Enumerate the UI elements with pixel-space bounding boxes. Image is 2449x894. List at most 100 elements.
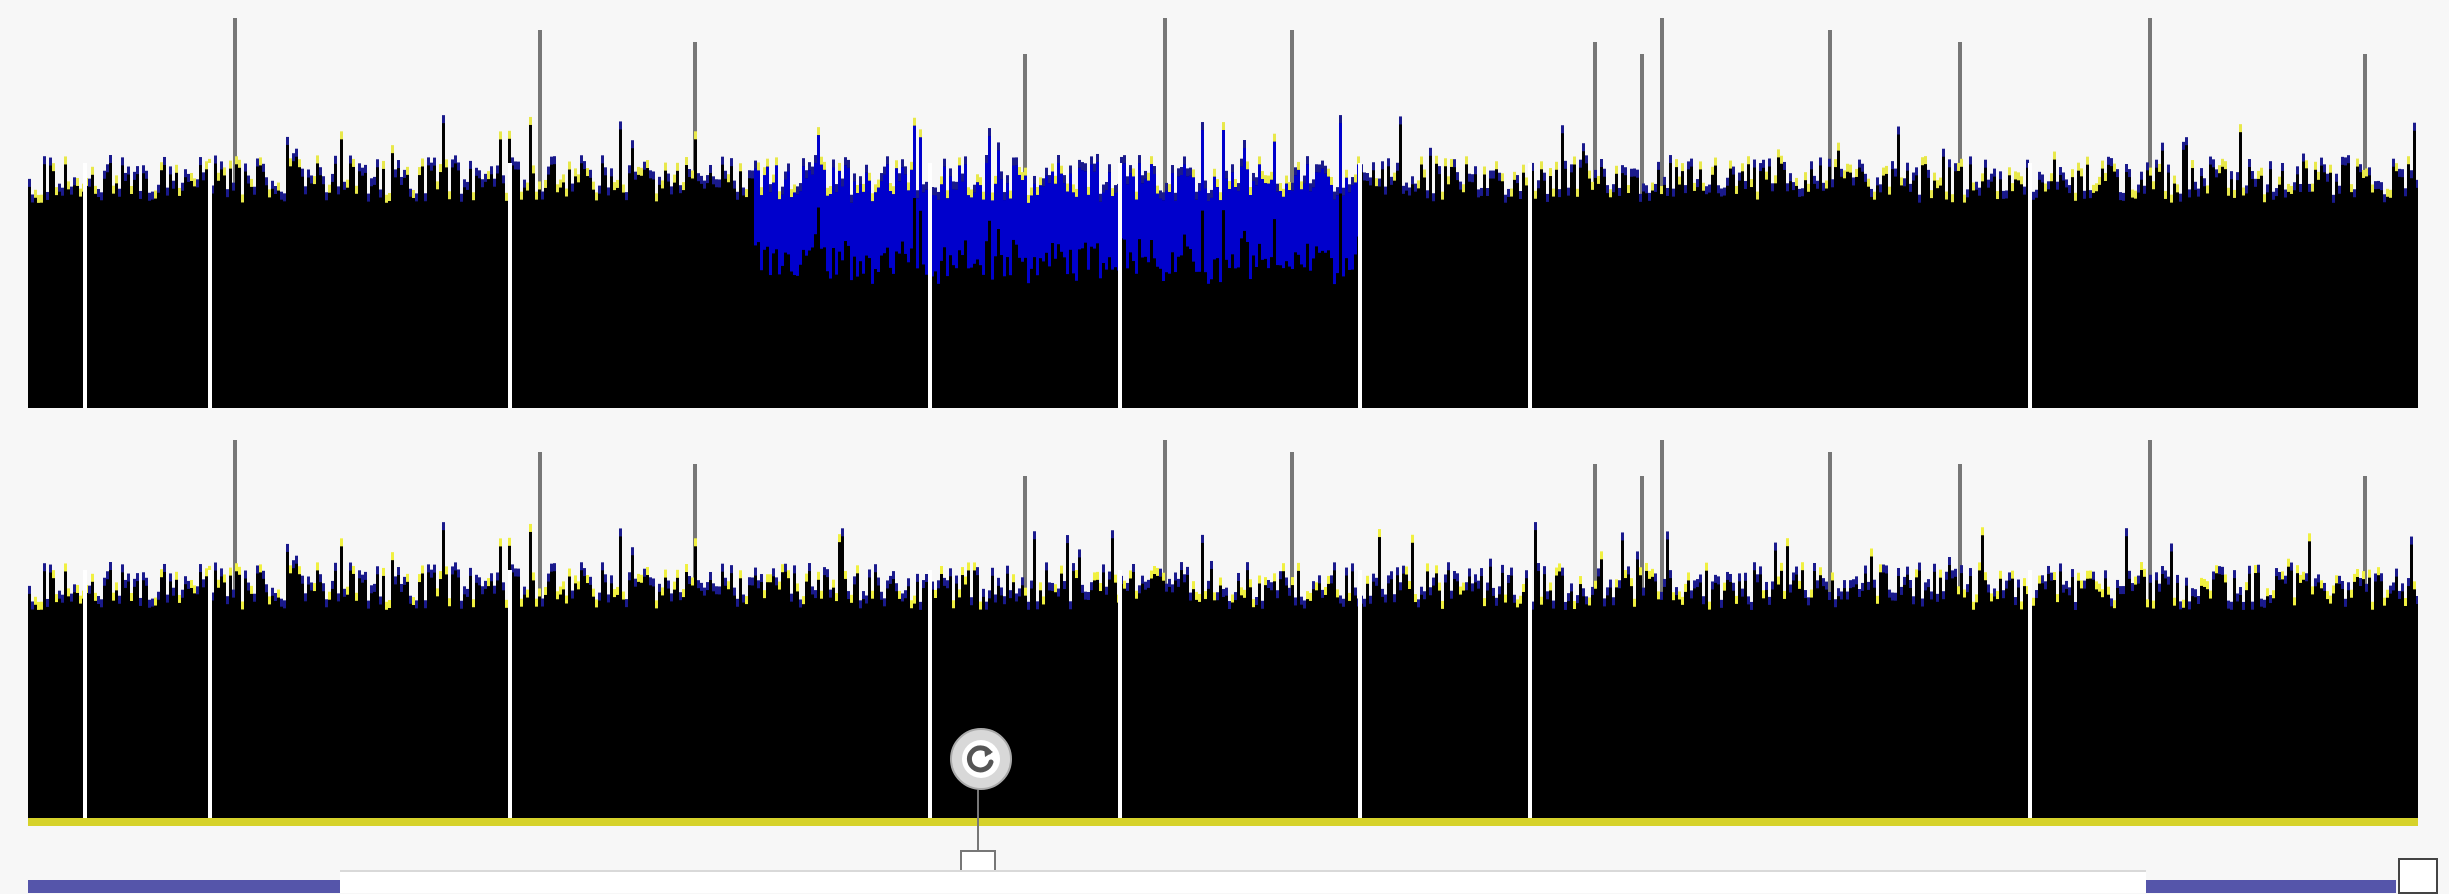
- waveform-highlight: [961, 181, 964, 256]
- waveform-tip: [598, 185, 601, 196]
- track-upper[interactable]: [28, 8, 2418, 408]
- waveform-tip: [1759, 566, 1762, 577]
- position-marker-handle[interactable]: [960, 850, 996, 872]
- waveform-tip: [937, 191, 940, 202]
- waveform-tip: [649, 170, 652, 181]
- waveform-column: [1567, 195, 1570, 408]
- waveform-tip: [2239, 587, 2242, 598]
- track-lower[interactable]: [28, 430, 2418, 820]
- waveform-column: [190, 587, 193, 820]
- waveform-column: [400, 591, 403, 820]
- waveform-tip: [1837, 142, 1840, 153]
- waveform-column: [2389, 197, 2392, 408]
- waveform-highlight: [1273, 141, 1276, 220]
- scrollbar-track-right[interactable]: [2146, 880, 2396, 893]
- waveform-column: [1258, 583, 1261, 820]
- waveform-column: [2329, 172, 2332, 408]
- waveform-tip: [658, 583, 661, 594]
- waveform-column: [1759, 574, 1762, 820]
- waveform-column: [2116, 177, 2119, 408]
- waveform-column: [526, 597, 529, 820]
- waveform-column: [79, 603, 82, 820]
- waveform-column: [1405, 190, 1408, 408]
- resize-handle-icon[interactable]: [2398, 858, 2438, 894]
- waveform-column: [1498, 180, 1501, 408]
- waveform-tip: [514, 568, 517, 579]
- waveform-highlight: [760, 195, 763, 271]
- waveform-column: [1774, 550, 1777, 820]
- waveform-tip: [1240, 158, 1243, 169]
- waveform-column: [2113, 608, 2116, 820]
- waveform-tip: [1993, 588, 1996, 599]
- waveform-column: [2149, 175, 2152, 408]
- waveform-tip: [694, 131, 697, 142]
- waveform-column: [865, 172, 868, 408]
- waveform-gap: [2028, 570, 2032, 820]
- waveform-column: [1480, 195, 1483, 408]
- waveform-highlight: [1303, 183, 1306, 268]
- waveform-tip: [1330, 176, 1333, 187]
- waveform-tip: [1423, 591, 1426, 602]
- waveform-tip: [988, 128, 991, 139]
- waveform-highlight: [1345, 177, 1348, 259]
- waveform-tip: [2047, 181, 2050, 192]
- waveform-tip: [151, 191, 154, 202]
- waveform-column: [1504, 202, 1507, 408]
- waveform-highlight: [1291, 190, 1294, 270]
- waveform-column: [2086, 164, 2089, 408]
- waveform-column: [1060, 573, 1063, 820]
- waveform-highlight: [1216, 187, 1219, 259]
- waveform-highlight: [802, 166, 805, 250]
- waveform-column: [1090, 164, 1093, 408]
- horizontal-scrollbar[interactable]: [0, 868, 2449, 893]
- waveform-column: [589, 584, 592, 820]
- waveform-tip: [1132, 168, 1135, 179]
- waveform-highlight: [1078, 167, 1081, 250]
- waveform-tip: [2296, 166, 2299, 177]
- waveform-tip: [862, 591, 865, 602]
- waveform-column: [2317, 582, 2320, 820]
- waveform-column: [1516, 183, 1519, 408]
- waveform-column: [1354, 182, 1357, 408]
- waveform-highlight: [1321, 168, 1324, 251]
- waveform-tip: [1843, 170, 1846, 181]
- waveform-tip: [121, 157, 124, 168]
- waveform-tip: [874, 184, 877, 195]
- waveform-tip: [1504, 194, 1507, 205]
- waveform-tip: [1297, 161, 1300, 172]
- waveform-tip: [901, 159, 904, 170]
- waveform-tip: [1054, 175, 1057, 186]
- waveform-column: [2077, 580, 2080, 820]
- scrollbar-thumb[interactable]: [340, 870, 2146, 893]
- waveform-column: [988, 136, 991, 408]
- waveform-column: [904, 174, 907, 408]
- waveform-tip: [2194, 181, 2197, 192]
- waveform-column: [391, 153, 394, 408]
- waveform-column: [97, 197, 100, 408]
- waveform-column: [1066, 191, 1069, 408]
- waveform-tip: [283, 600, 286, 611]
- waveform-tip: [850, 194, 853, 205]
- refresh-button[interactable]: [950, 728, 1012, 790]
- scrollbar-track-left[interactable]: [28, 880, 340, 893]
- waveform-column: [1609, 197, 1612, 408]
- waveform-column: [1564, 168, 1567, 408]
- waveform-tip: [1513, 594, 1516, 605]
- waveform-tip: [1513, 171, 1516, 182]
- waveform-tip: [2149, 167, 2152, 178]
- waveform-column: [736, 606, 739, 820]
- waveform-column: [1897, 575, 1900, 820]
- waveform-tip: [574, 575, 577, 586]
- waveform-tip: [592, 588, 595, 599]
- waveform-tip: [766, 158, 769, 169]
- waveform-column: [400, 184, 403, 408]
- waveform-column: [949, 576, 952, 820]
- waveform-highlight: [1246, 169, 1249, 242]
- waveform-tip: [1477, 580, 1480, 591]
- waveform-column: [1471, 182, 1474, 408]
- waveform-column: [2188, 609, 2191, 820]
- waveform-tip: [409, 188, 412, 199]
- waveform-tip: [1498, 172, 1501, 183]
- waveform-column: [1039, 185, 1042, 408]
- waveform-column: [1414, 191, 1417, 408]
